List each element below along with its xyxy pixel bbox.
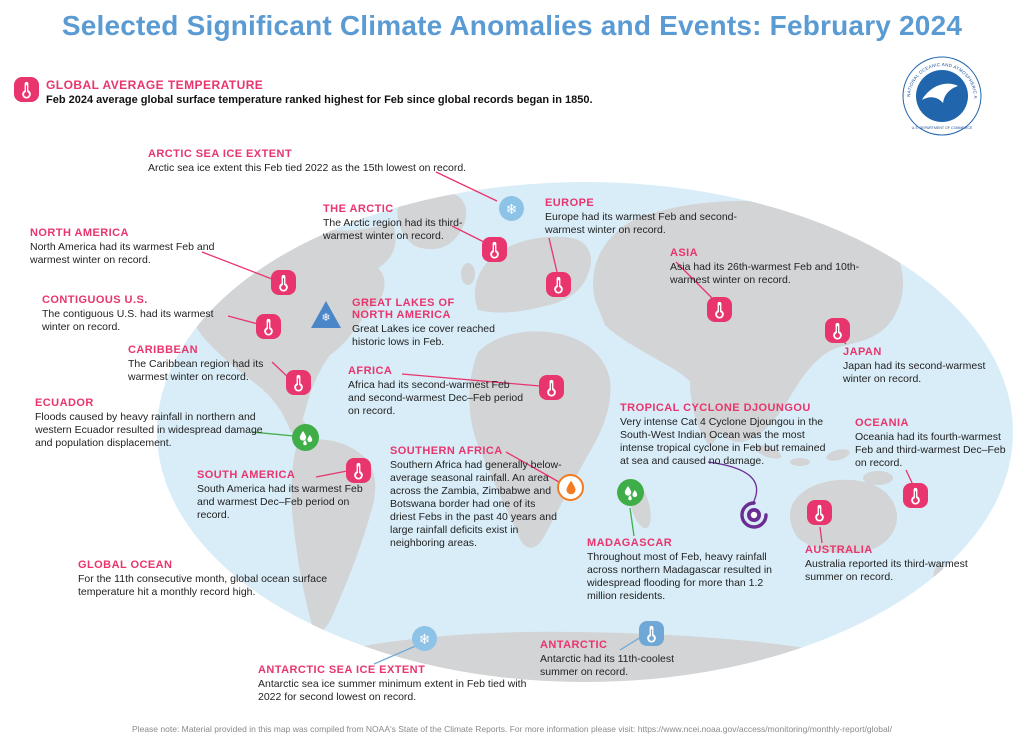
thermometer-icon <box>346 458 371 483</box>
snowflake-glyph: ❄ <box>418 630 431 647</box>
callout-body: The contiguous U.S. had its warmest wint… <box>42 308 214 334</box>
callout-title: SOUTH AMERICA <box>197 469 296 481</box>
page-title: Selected Significant Climate Anomalies a… <box>61 10 963 41</box>
thermometer-icon <box>825 318 850 343</box>
footer-note: Please note: Material provided in this m… <box>132 724 892 734</box>
callout-antarctic: ANTARCTIC Antarctic had its 11th-coolest… <box>540 639 692 679</box>
thermometer-icon <box>14 77 39 102</box>
callout-madagascar: MADAGASCAR Throughout most of Feb, heavy… <box>587 537 785 603</box>
thermometer-icon <box>546 272 571 297</box>
callout-title: JAPAN <box>843 346 882 358</box>
callout-body: The Arctic region had its third-warmest … <box>323 217 463 243</box>
callout-title: CARIBBEAN <box>128 344 199 356</box>
snowflake-glyph: ❄ <box>321 312 331 324</box>
callout-title: CONTIGUOUS U.S. <box>42 294 148 306</box>
snowflake-icon: ❄ <box>499 196 524 221</box>
callout-title: MADAGASCAR <box>587 537 673 549</box>
thermometer-icon <box>256 314 281 339</box>
callout-oceania: OCEANIA Oceania had its fourth-warmest F… <box>855 417 1017 470</box>
snowflake-glyph: ❄ <box>505 200 518 217</box>
snowflake-icon: ❄ <box>412 626 437 651</box>
thermometer-icon <box>286 370 311 395</box>
callout-body: Antarctic sea ice summer minimum extent … <box>258 678 527 704</box>
callout-body: Floods caused by heavy rainfall in north… <box>35 411 263 450</box>
callout-antarctic-sea-ice-extent: ANTARCTIC SEA ICE EXTENT Antarctic sea i… <box>258 664 536 704</box>
callout-southern-africa: SOUTHERN AFRICA Southern Africa had gene… <box>390 445 562 550</box>
callout-body: The Caribbean region had its warmest win… <box>128 358 264 384</box>
callout-body: For the 11th consecutive month, global o… <box>78 573 328 599</box>
callout-title: ARCTIC SEA ICE EXTENT <box>148 148 293 160</box>
callout-global-average-temperature: GLOBAL AVERAGE TEMPERATURE Feb 2024 aver… <box>46 78 626 108</box>
callout-north-america: NORTH AMERICA North America had its warm… <box>30 227 225 267</box>
callout-global-ocean: GLOBAL OCEAN For the 11th consecutive mo… <box>78 559 346 599</box>
callout-great-lakes: GREAT LAKES OF NORTH AMERICA Great Lakes… <box>352 297 510 349</box>
callout-title: GLOBAL OCEAN <box>78 559 173 571</box>
thermometer-icon <box>903 483 928 508</box>
callout-arctic-sea-ice-extent: ARCTIC SEA ICE EXTENT Arctic sea ice ext… <box>148 148 493 175</box>
callout-title: ASIA <box>670 247 699 259</box>
callout-title: GLOBAL AVERAGE TEMPERATURE <box>46 78 264 92</box>
callout-africa: AFRICA Africa had its second-warmest Feb… <box>348 365 528 418</box>
thermometer-icon <box>539 375 564 400</box>
callout-body: Europe had its warmest Feb and second-wa… <box>545 211 738 237</box>
thermometer-icon <box>271 270 296 295</box>
callout-body: Arctic sea ice extent this Feb tied 2022… <box>148 162 467 174</box>
callout-body: Africa had its second-warmest Feb and se… <box>348 379 524 418</box>
callout-body: Feb 2024 average global surface temperat… <box>46 94 593 106</box>
callout-tropical-cyclone-djoungou: TROPICAL CYCLONE DJOUNGOU Very intense C… <box>620 402 828 468</box>
noaa-logo: NATIONAL OCEANIC AND ATMOSPHERIC ADMINIS… <box>902 56 982 136</box>
callout-body: South America had its warmest Feb and wa… <box>197 483 363 522</box>
callout-europe: EUROPE Europe had its warmest Feb and se… <box>545 197 750 237</box>
callout-body: Oceania had its fourth-warmest Feb and t… <box>855 431 1006 470</box>
callout-body: Antarctic had its 11th-coolest summer on… <box>540 653 675 679</box>
callout-asia: ASIA Asia had its 26th-warmest Feb and 1… <box>670 247 878 287</box>
callout-body: Japan had its second-warmest winter on r… <box>843 360 986 386</box>
callout-title: NORTH AMERICA <box>30 227 129 239</box>
callout-the-arctic: THE ARCTIC The Arctic region had its thi… <box>323 203 473 243</box>
callout-title: THE ARCTIC <box>323 203 394 215</box>
callout-title: OCEANIA <box>855 417 909 429</box>
callout-title: AFRICA <box>348 365 393 377</box>
callout-title: ANTARCTIC <box>540 639 608 651</box>
callout-caribbean: CARIBBEAN The Caribbean region had its w… <box>128 344 300 384</box>
callout-title: GREAT LAKES OF NORTH AMERICA <box>352 297 455 321</box>
callout-body: Great Lakes ice cover reached historic l… <box>352 323 495 349</box>
callout-body: Throughout most of Feb, heavy rainfall a… <box>587 551 773 603</box>
thermometer-icon <box>482 237 507 262</box>
noaa-gull-icon <box>922 83 958 103</box>
callout-title: EUROPE <box>545 197 595 209</box>
callout-title: AUSTRALIA <box>805 544 873 556</box>
callout-body: Asia had its 26th-warmest Feb and 10th-w… <box>670 261 860 287</box>
callout-title: ECUADOR <box>35 397 94 409</box>
callout-ecuador: ECUADOR Floods caused by heavy rainfall … <box>35 397 265 450</box>
water-drops-icon <box>617 479 644 506</box>
callout-body: Very intense Cat 4 Cyclone Djoungou in t… <box>620 416 826 468</box>
callout-title: ANTARCTIC SEA ICE EXTENT <box>258 664 426 676</box>
callout-japan: JAPAN Japan had its second-warmest winte… <box>843 346 993 386</box>
water-drops-icon <box>292 424 319 451</box>
callout-title: TROPICAL CYCLONE DJOUNGOU <box>620 402 811 414</box>
callout-contiguous-us: CONTIGUOUS U.S. The contiguous U.S. had … <box>42 294 227 334</box>
thermometer-icon <box>707 297 732 322</box>
blue-thermometer-icon <box>639 621 664 646</box>
callout-body: North America had its warmest Feb and wa… <box>30 241 215 267</box>
thermometer-icon <box>807 500 832 525</box>
callout-body: Australia reported its third-warmest sum… <box>805 558 968 584</box>
callout-australia: AUSTRALIA Australia reported its third-w… <box>805 544 979 584</box>
callout-south-america: SOUTH AMERICA South America had its warm… <box>197 469 369 522</box>
callout-body: Southern Africa had generally below-aver… <box>390 459 562 550</box>
callout-title: SOUTHERN AFRICA <box>390 445 503 457</box>
drought-drop-icon <box>557 474 584 501</box>
svg-text:U.S. DEPARTMENT OF COMMERCE: U.S. DEPARTMENT OF COMMERCE <box>912 126 973 130</box>
cyclone-swirl-icon <box>739 500 769 530</box>
